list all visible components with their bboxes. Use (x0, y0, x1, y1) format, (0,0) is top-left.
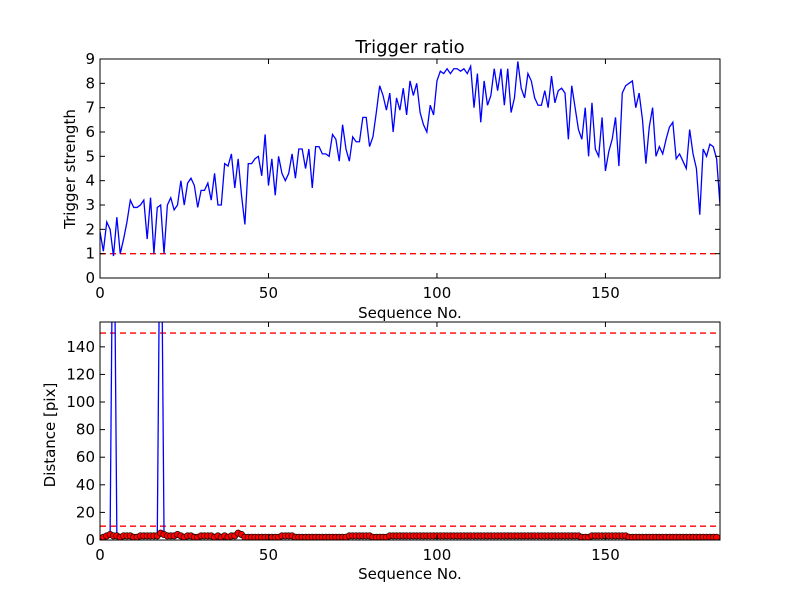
y-tick-label: 2 (85, 220, 95, 238)
x-axis-label: Sequence No. (358, 304, 462, 322)
plot-frame (99, 321, 721, 541)
y-tick-label: 100 (66, 393, 95, 411)
y-axis-label: Distance [pix] (41, 383, 59, 488)
y-tick-label: 1 (85, 245, 95, 263)
distance-chart: 0 50 100 150 0 20 40 60 80 100 120 140 Sequence No.… (41, 321, 721, 583)
y-tick-label: 3 (85, 196, 95, 214)
x-axis-label: Sequence No. (358, 565, 462, 583)
x-tick-label: 100 (423, 284, 452, 302)
y-tick-label: 20 (76, 503, 95, 521)
plot-background (100, 59, 720, 278)
plot-area: 0 50 100 150 0 1 2 3 4 5 6 7 8 9 (85, 50, 721, 302)
data-point (713, 533, 720, 540)
y-tick-label: 60 (76, 448, 95, 466)
x-tick-label: 150 (591, 546, 620, 564)
y-tick-label: 6 (85, 123, 95, 141)
y-tick-label: 8 (85, 74, 95, 92)
y-tick-label: 5 (85, 147, 95, 165)
y-tick-label: 80 (76, 421, 95, 439)
x-tick-label: 50 (259, 546, 278, 564)
x-tick-label: 0 (95, 284, 105, 302)
series-line (100, 61, 720, 257)
trigger-ratio-chart: Trigger ratio 0 50 100 150 0 1 2 3 4 5 6 7 8 9 Sequen… (61, 37, 721, 322)
y-tick-label: 9 (85, 50, 95, 68)
chart-title: Trigger ratio (354, 37, 464, 58)
x-tick-label: 0 (95, 546, 105, 564)
y-tick-label: 0 (85, 531, 95, 549)
plot-area: 0 50 100 150 0 20 40 60 80 100 120 140 (66, 321, 721, 564)
x-tick-label: 100 (423, 546, 452, 564)
y-tick-label: 0 (85, 269, 95, 287)
y-axis-label: Trigger strength (61, 109, 79, 230)
plot-frame (99, 58, 721, 279)
y-tick-label: 40 (76, 476, 95, 494)
y-tick-label: 120 (66, 365, 95, 383)
plot-background (100, 322, 720, 540)
x-tick-label: 150 (591, 284, 620, 302)
x-tick-label: 50 (259, 284, 278, 302)
y-tick-label: 140 (66, 338, 95, 356)
y-tick-label: 4 (85, 172, 95, 190)
y-tick-label: 7 (85, 99, 95, 117)
